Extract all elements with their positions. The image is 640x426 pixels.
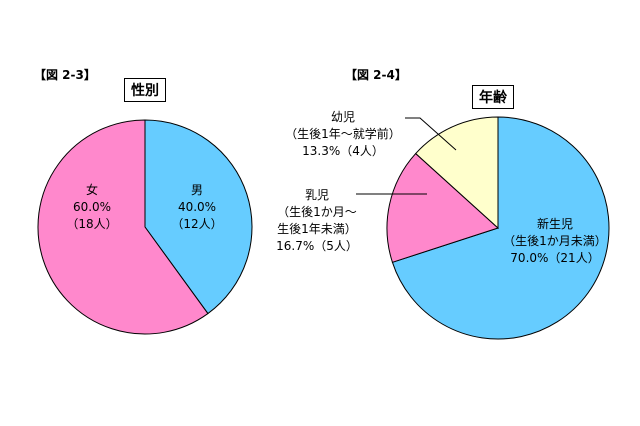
gender-pie-slice-label-0: 男 40.0%（12人） xyxy=(171,183,222,231)
chart-title-gender: 性別 xyxy=(124,78,166,102)
age-pie-slice-label-0: 新生児（生後1か月未満） 70.0%（21人） xyxy=(503,216,607,265)
age-pie-slice-1 xyxy=(386,152,499,263)
gender-pie-slice-label-1: 女 60.0%（18人） xyxy=(66,182,117,231)
age-pie-slice-label-2: 幼児（生後1年～就学前） 13.3%（4人） xyxy=(285,110,401,158)
figure-label-2-3: 【図 2-3】 xyxy=(34,68,96,82)
gender-pie-slice-0 xyxy=(144,119,253,315)
figure-label-2-4: 【図 2-4】 xyxy=(345,68,407,82)
gender-pie-slice-1 xyxy=(37,119,209,335)
age-pie-slice-0 xyxy=(391,116,610,340)
age-pie-leader-line-2 xyxy=(405,117,457,151)
age-pie-slice-label-1: 乳児（生後1か月～生後1年未満） 16.7%（5人） xyxy=(276,188,358,253)
age-pie-slice-2 xyxy=(414,116,499,230)
chart-title-age: 年齢 xyxy=(472,85,514,109)
